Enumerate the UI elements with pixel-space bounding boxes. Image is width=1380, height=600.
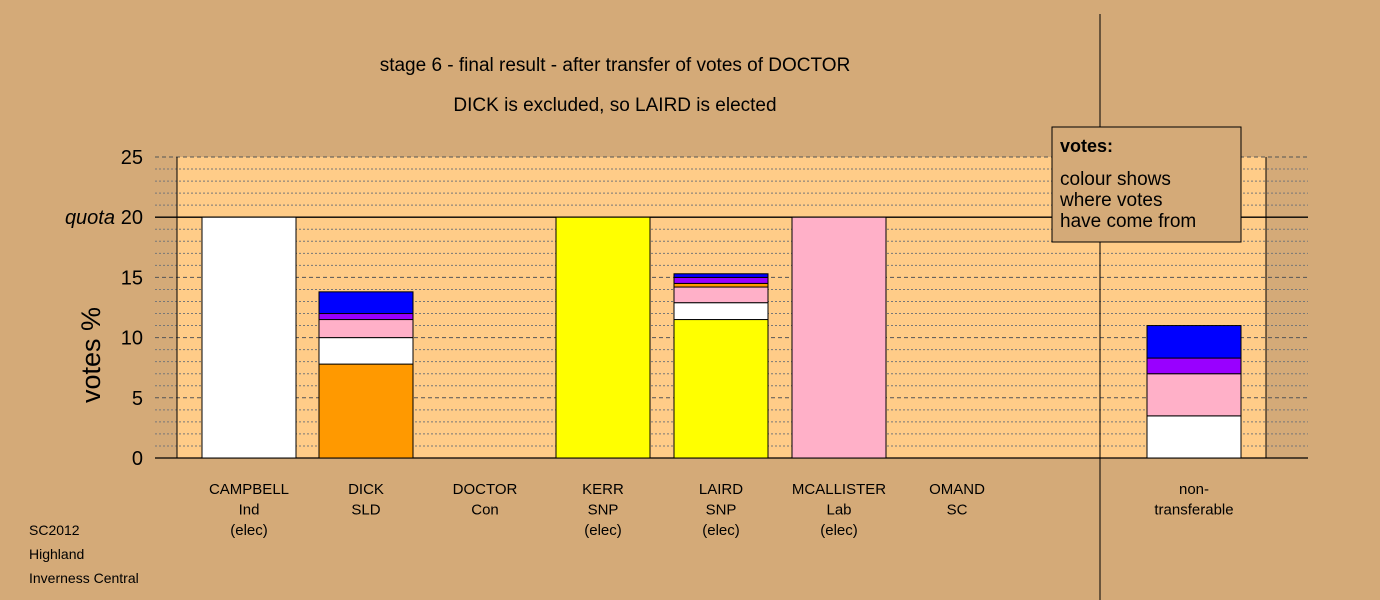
footer: SC2012 Highland Inverness Central [29,522,139,586]
bar-segment [555,216,651,459]
y-axis-label: votes % [76,307,106,403]
x-tick-label: SLD [351,502,380,519]
x-tick-label: SNP [706,502,737,519]
quota-label: quota [65,207,115,229]
y-tick-label: 20 [121,207,143,229]
x-tick-label: SC [947,502,968,519]
x-tick-label: (elec) [584,522,622,539]
bar-segment [318,337,414,365]
x-axis-labels: CAMPBELL Ind (elec) DICK SLD DOCTOR Con KERR SNP… [209,481,1234,539]
chart-subtitle: DICK is excluded, so LAIRD is elected [453,95,776,116]
bar-segment [318,363,414,459]
x-tick-label: DICK [348,481,384,498]
x-tick-label: OMAND [929,481,985,498]
y-tick-label: 15 [121,267,143,289]
bar-segment [318,313,414,321]
bar-segment [1146,415,1242,459]
chart-title: stage 6 - final result - after transfer … [380,55,851,76]
x-tick-label: LAIRD [699,481,743,498]
bar-segment [673,302,769,321]
x-tick-label: KERR [582,481,624,498]
x-tick-label: Lab [826,502,851,519]
x-tick-label: SNP [588,502,619,519]
footer-line: Highland [29,546,84,562]
bar-segment [318,319,414,339]
bar-segment [318,291,414,315]
bar-segment [673,273,769,278]
legend: votes: colour shows where votes have com… [1051,126,1242,243]
footer-line: SC2012 [29,522,80,538]
x-tick-label: (elec) [820,522,858,539]
x-tick-label: DOCTOR [453,481,518,498]
legend-box [1051,126,1242,243]
y-tick-label: 0 [132,448,143,470]
legend-line: colour shows [1060,169,1171,190]
x-tick-label: MCALLISTER [792,481,886,498]
bar-segment [673,282,769,288]
bar-segment [791,216,887,459]
bar-segment [1146,373,1242,417]
legend-line: where votes [1059,190,1162,211]
x-tick-label: (elec) [702,522,740,539]
y-tick-label: 25 [121,147,143,169]
bar-segment [673,286,769,304]
bar-segment [673,319,769,459]
y-tick-label: 10 [121,328,143,350]
x-tick-label: CAMPBELL [209,481,289,498]
x-tick-label: Ind [239,502,260,519]
legend-line: have come from [1060,211,1196,232]
bar-segment [1146,357,1242,375]
x-tick-label: Con [471,502,499,519]
x-tick-label: non- [1179,481,1209,498]
y-axis-ticks: 0 5 10 15 20 25 [121,147,143,470]
x-tick-label: transferable [1154,502,1233,519]
bar-segment [201,216,297,459]
bar-segment [673,276,769,284]
bars [201,216,1242,459]
bar-segment [1146,325,1242,359]
y-tick-label: 5 [132,388,143,410]
x-tick-label: (elec) [230,522,268,539]
legend-title: votes: [1060,136,1113,156]
footer-line: Inverness Central [29,570,139,586]
